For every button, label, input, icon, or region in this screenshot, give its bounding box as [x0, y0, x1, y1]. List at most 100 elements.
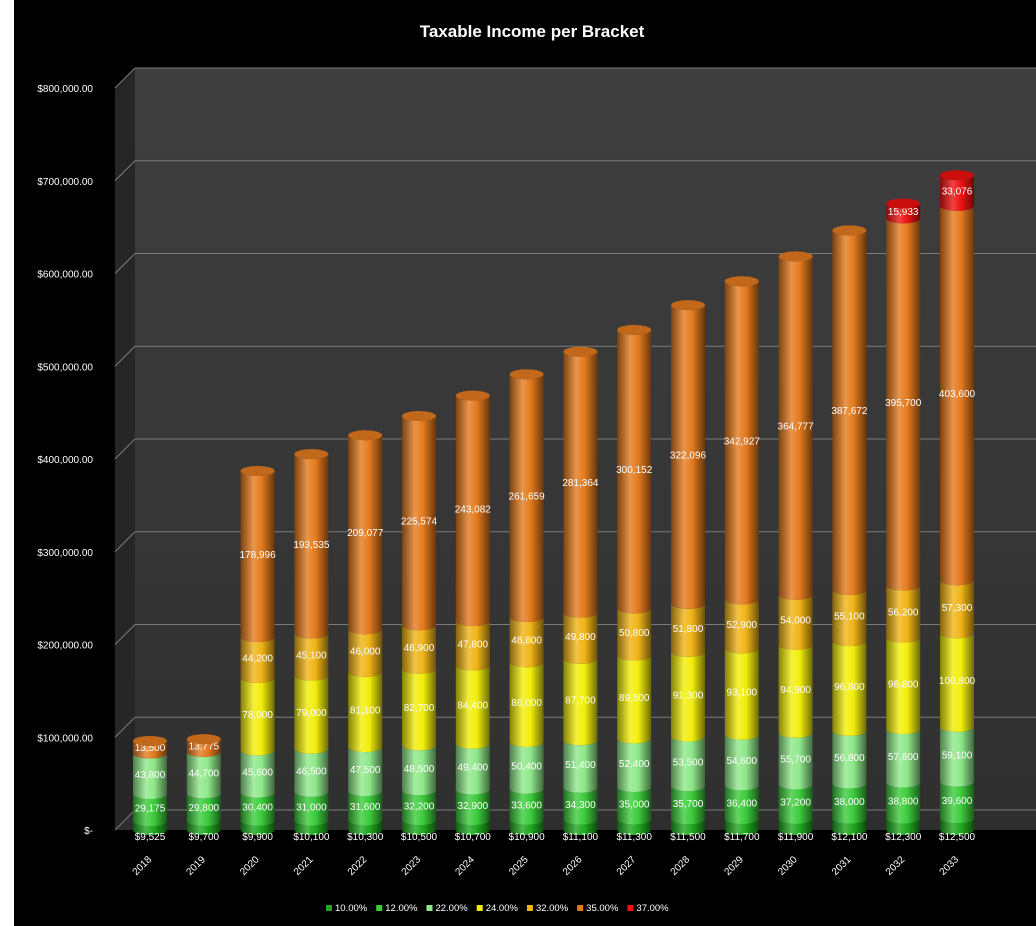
- data-label: 281,364: [562, 478, 599, 489]
- data-label: 54,600: [727, 756, 758, 767]
- data-label: 243,082: [455, 504, 492, 515]
- bar-stack: 37,200 55,700 94,900 54,000 364,777 $11,900: [778, 251, 815, 843]
- bar-segment: [294, 675, 329, 754]
- bar-segment: [886, 218, 921, 591]
- legend-item: 32.00%: [526, 903, 569, 914]
- chart-title: Taxable Income per Bracket: [419, 22, 645, 41]
- bar-segment: [940, 580, 974, 639]
- y-tick-label: $200,000.00: [37, 641, 93, 652]
- x-tick-label: 2021: [292, 854, 316, 878]
- bar-top-cap: [186, 734, 221, 745]
- y-tick-label: $700,000.00: [37, 177, 93, 188]
- bar-segment: [671, 786, 705, 825]
- data-label: 47,500: [350, 765, 381, 776]
- data-label: 32,900: [458, 801, 489, 812]
- data-label: 364,777: [778, 422, 815, 433]
- bar-segment: [240, 750, 275, 798]
- bar-segment: [832, 589, 867, 647]
- bar-segment: [940, 633, 974, 732]
- bar-segment: [832, 783, 867, 824]
- bar-segment: [509, 741, 544, 794]
- data-label: 15,933: [888, 207, 919, 218]
- bar-segment: [294, 633, 329, 681]
- data-label: $11,300: [616, 832, 652, 843]
- data-label: $11,900: [778, 832, 814, 843]
- data-label: 59,100: [942, 750, 973, 761]
- data-label: 342,927: [724, 436, 761, 447]
- bar-segment: [940, 726, 974, 787]
- data-label: 45,600: [242, 767, 273, 778]
- data-label: 36,400: [727, 798, 758, 809]
- bar-top-cap: [509, 369, 544, 380]
- bar-segment: [240, 636, 275, 683]
- data-label: 44,200: [242, 653, 273, 664]
- bar-segment: [240, 470, 275, 642]
- legend-item: 24.00%: [476, 903, 518, 914]
- bar-segment: [563, 740, 598, 793]
- data-label: 81,100: [350, 705, 381, 716]
- bar-segment: [509, 819, 544, 835]
- bar-stack: 29,800 44,700 13,775 $9,700: [186, 734, 221, 843]
- bar-segment: [778, 732, 813, 790]
- gridline-side: [114, 160, 136, 182]
- data-label: $9,900: [242, 832, 273, 843]
- bar-segment: [509, 374, 544, 622]
- gridline-side: [114, 67, 136, 89]
- data-label: $11,500: [670, 832, 706, 843]
- bar-segment: [886, 203, 921, 224]
- x-tick-label: 2028: [669, 854, 693, 878]
- bar-stack: 35,700 53,500 91,300 51,800 322,096 $11,500: [670, 300, 707, 843]
- data-label: 44,700: [189, 769, 220, 780]
- bar-segment: [294, 454, 329, 639]
- bar-segment: [186, 821, 221, 835]
- data-label: 96,800: [834, 682, 865, 693]
- bar-segment: [294, 748, 329, 797]
- bar-top-cap: [886, 198, 921, 209]
- legend-label: 37.00%: [636, 903, 669, 914]
- data-label: 30,400: [242, 803, 273, 814]
- bar-segment: [402, 415, 436, 631]
- bar-stack: 34,300 51,400 87,700 49,800 281,364 $11,100: [562, 346, 599, 843]
- bar-segment: [778, 594, 813, 650]
- data-label: 13,500: [135, 743, 166, 754]
- data-label: 37,200: [780, 798, 811, 809]
- gridline-side: [114, 716, 136, 738]
- bar-segment: [724, 819, 759, 835]
- data-label: 84,400: [458, 701, 489, 712]
- data-label: $10,300: [347, 832, 384, 843]
- bar-stack: 38,800 57,600 98,800 56,200 395,700 15,933 $12…: [885, 198, 922, 843]
- data-label: 94,900: [780, 685, 811, 696]
- legend-swatch: [476, 905, 483, 911]
- bar-stack: 39,600 59,100 100,800 57,300 403,600 33,076 $1…: [939, 170, 976, 843]
- data-label: 49,400: [458, 763, 489, 774]
- bar-stack: 38,000 56,800 96,800 55,100 387,672 $12,100: [831, 225, 868, 843]
- gridline-side: [114, 438, 136, 460]
- bar-segment: [402, 790, 436, 826]
- bar-segment: [402, 625, 436, 674]
- bar-segment: [509, 616, 544, 668]
- data-label: 47,800: [458, 639, 489, 650]
- bar-segment: [455, 743, 490, 795]
- bar-segment: [671, 651, 705, 742]
- data-label: 93,100: [727, 688, 758, 699]
- bar-segment: [832, 641, 867, 736]
- data-label: 29,800: [189, 803, 220, 814]
- legend-item: 12.00%: [376, 903, 418, 914]
- bar-top-cap: [724, 276, 759, 287]
- bar-segment: [294, 791, 329, 826]
- data-label: $12,300: [885, 832, 922, 843]
- data-label: $9,700: [189, 832, 220, 843]
- data-label: 261,659: [509, 492, 546, 503]
- gridline-side: [114, 531, 136, 553]
- data-label: 52,900: [727, 620, 758, 631]
- bar-segment: [348, 671, 383, 753]
- data-label: $10,700: [455, 832, 492, 843]
- bar-top-cap: [133, 735, 167, 746]
- bar-stack: 36,400 54,600 93,100 52,900 342,927 $11,700: [724, 276, 761, 843]
- bar-stack: 30,400 45,600 78,000 44,200 178,996 $9,900: [240, 465, 276, 843]
- x-tick-label: 2023: [400, 854, 424, 878]
- data-label: 33,076: [942, 187, 973, 198]
- data-label: 48,500: [404, 764, 435, 775]
- legend-label: 12.00%: [385, 903, 418, 914]
